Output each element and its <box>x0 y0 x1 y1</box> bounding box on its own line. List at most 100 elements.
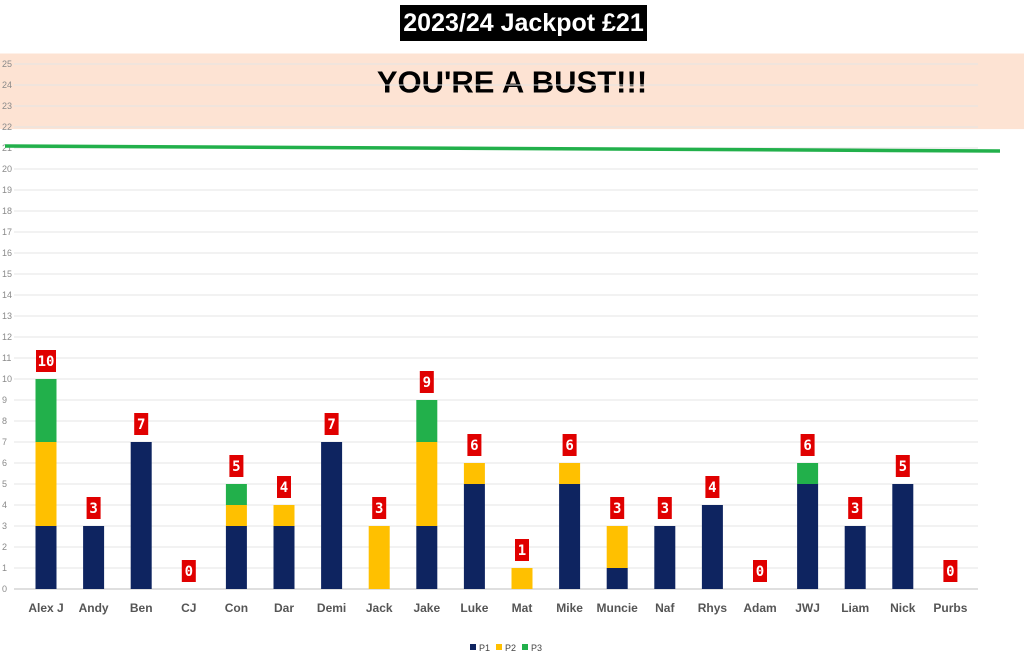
y-tick-label: 7 <box>2 437 7 447</box>
legend-swatch <box>470 644 476 650</box>
bar-segment <box>273 505 295 526</box>
x-tick-label: Nick <box>890 601 916 615</box>
total-data-label: 0 <box>185 564 193 580</box>
y-tick-label: 9 <box>2 395 7 405</box>
x-tick-label: Ben <box>130 601 153 615</box>
total-label-box <box>36 350 56 372</box>
total-data-label: 6 <box>565 438 573 454</box>
bar-segment <box>463 484 485 589</box>
y-tick-label: 24 <box>2 80 12 90</box>
bust-zone-label: YOU'RE A BUST!!! <box>377 65 647 100</box>
total-label-box <box>515 539 529 561</box>
y-tick-label: 1 <box>2 563 7 573</box>
legend-label: P2 <box>505 643 516 653</box>
total-data-label: 0 <box>946 564 954 580</box>
bar-segment <box>463 463 485 484</box>
y-tick-label: 20 <box>2 164 12 174</box>
bar-segment <box>273 526 295 589</box>
total-label-box <box>705 476 720 498</box>
total-data-label: 1 <box>518 543 526 559</box>
bar-segment <box>797 463 819 484</box>
total-data-label: 5 <box>899 459 907 475</box>
total-data-label: 4 <box>280 480 288 496</box>
total-data-label: 0 <box>756 564 764 580</box>
bar-segment <box>35 442 57 526</box>
x-tick-label: Alex J <box>28 601 63 615</box>
y-tick-label: 2 <box>2 542 7 552</box>
total-label-box <box>943 560 958 582</box>
total-data-label: 5 <box>232 459 240 475</box>
bar-segment <box>701 505 723 589</box>
total-data-label: 6 <box>803 438 811 454</box>
x-tick-label: Luke <box>460 601 488 615</box>
y-tick-label: 4 <box>2 500 7 510</box>
bar-segment <box>225 505 247 526</box>
x-tick-label: Andy <box>79 601 109 615</box>
total-data-label: 7 <box>327 417 335 433</box>
total-label-box <box>467 434 482 456</box>
y-tick-label: 12 <box>2 332 12 342</box>
x-tick-label: JWJ <box>795 601 820 615</box>
x-tick-label: Muncie <box>597 601 639 615</box>
y-tick-label: 5 <box>2 479 7 489</box>
x-tick-label: Jake <box>413 601 440 615</box>
y-tick-label: 22 <box>2 122 12 132</box>
y-tick-label: 13 <box>2 311 12 321</box>
y-tick-label: 6 <box>2 458 7 468</box>
bar-segment <box>559 463 581 484</box>
total-label-box <box>229 455 244 477</box>
bar-segment <box>606 526 628 568</box>
total-data-label: 3 <box>613 501 621 517</box>
total-data-label: 10 <box>38 354 55 370</box>
y-tick-label: 18 <box>2 206 12 216</box>
bar-segment <box>416 442 438 526</box>
y-tick-label: 15 <box>2 269 12 279</box>
bar-segment <box>35 526 57 589</box>
jackpot-line <box>4 144 1001 153</box>
total-label-box <box>610 497 625 519</box>
x-tick-label: Dar <box>274 601 294 615</box>
y-tick-label: 25 <box>2 59 12 69</box>
legend-label: P1 <box>479 643 490 653</box>
x-tick-label: Mike <box>556 601 583 615</box>
bar-segment <box>225 484 247 505</box>
y-tick-label: 11 <box>2 353 11 363</box>
bar-segment <box>83 526 105 589</box>
total-label-box <box>800 434 815 456</box>
total-label-box <box>181 560 196 582</box>
legend-swatch <box>496 644 502 650</box>
bar-segment <box>416 400 438 442</box>
total-label-box <box>753 560 767 582</box>
bar-segment <box>654 526 676 589</box>
y-tick-label: 16 <box>2 248 12 258</box>
legend-swatch <box>522 644 528 650</box>
total-label-box <box>324 413 339 435</box>
total-label-box <box>657 497 672 519</box>
bar-segment <box>892 484 914 589</box>
total-label-box <box>562 434 577 456</box>
x-tick-label: Rhys <box>698 601 728 615</box>
total-data-label: 3 <box>661 501 669 517</box>
bar-segment <box>368 526 390 589</box>
y-tick-label: 0 <box>2 584 7 594</box>
total-data-label: 6 <box>470 438 478 454</box>
total-label-box <box>372 497 387 519</box>
x-tick-label: Liam <box>841 601 869 615</box>
y-tick-label: 19 <box>2 185 12 195</box>
x-tick-label: Con <box>225 601 248 615</box>
x-tick-label: Jack <box>366 601 393 615</box>
y-tick-label: 23 <box>2 101 12 111</box>
bar-segment <box>416 526 438 589</box>
bar-segment <box>35 379 57 442</box>
bar-segment <box>321 442 343 589</box>
total-label-box <box>134 413 149 435</box>
x-tick-label: Mat <box>512 601 533 615</box>
total-data-label: 9 <box>423 375 431 391</box>
x-tick-label: Naf <box>655 601 675 615</box>
bar-segment <box>797 484 819 589</box>
bar-segment <box>606 568 628 589</box>
bar-segment <box>844 526 866 589</box>
x-tick-label: Purbs <box>933 601 967 615</box>
bust-zone <box>0 53 1024 130</box>
